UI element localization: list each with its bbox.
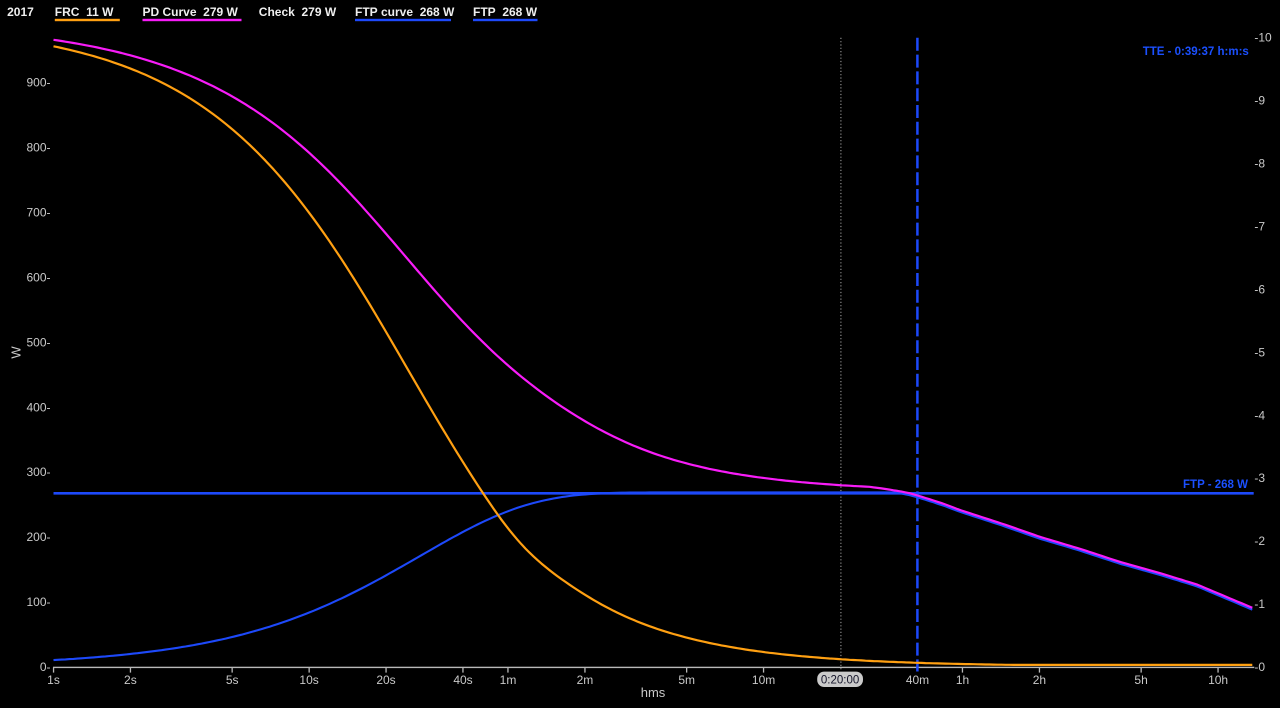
- svg-text:0-: 0-: [40, 660, 51, 674]
- svg-text:5m: 5m: [678, 673, 695, 687]
- svg-text:FTP 268 W: FTP 268 W: [473, 5, 538, 19]
- svg-text:FRC 11 W: FRC 11 W: [55, 5, 114, 19]
- svg-text:700-: 700-: [26, 206, 50, 220]
- svg-text:Check 279 W: Check 279 W: [259, 5, 337, 19]
- svg-text:2h: 2h: [1033, 673, 1046, 687]
- svg-text:-3: -3: [1254, 471, 1265, 485]
- svg-text:600-: 600-: [26, 270, 50, 284]
- svg-text:900-: 900-: [26, 76, 50, 90]
- svg-text:-6: -6: [1254, 282, 1265, 296]
- svg-text:-9: -9: [1254, 94, 1265, 108]
- svg-text:PD Curve 279 W: PD Curve 279 W: [143, 5, 239, 19]
- svg-text:-1: -1: [1254, 597, 1265, 611]
- svg-text:300-: 300-: [26, 465, 50, 479]
- svg-text:FTP curve 268 W: FTP curve 268 W: [355, 5, 455, 19]
- svg-text:1s: 1s: [47, 673, 60, 687]
- svg-text:500-: 500-: [26, 335, 50, 349]
- svg-text:1m: 1m: [500, 673, 517, 687]
- svg-text:W: W: [9, 346, 24, 359]
- svg-text:-0: -0: [1254, 660, 1265, 674]
- svg-text:10m: 10m: [752, 673, 775, 687]
- svg-text:-7: -7: [1254, 220, 1265, 234]
- svg-text:TTE - 0:39:37 h:m:s: TTE - 0:39:37 h:m:s: [1143, 46, 1249, 58]
- svg-text:400-: 400-: [26, 400, 50, 414]
- svg-text:-10: -10: [1254, 31, 1272, 45]
- svg-text:10h: 10h: [1208, 673, 1228, 687]
- svg-text:2s: 2s: [124, 673, 137, 687]
- svg-text:-2: -2: [1254, 534, 1265, 548]
- svg-text:-5: -5: [1254, 345, 1265, 359]
- svg-text:1h: 1h: [956, 673, 969, 687]
- svg-text:20s: 20s: [376, 673, 395, 687]
- svg-text:5s: 5s: [226, 673, 239, 687]
- svg-text:0:20:00: 0:20:00: [821, 675, 859, 687]
- svg-text:200-: 200-: [26, 530, 50, 544]
- svg-text:5h: 5h: [1134, 673, 1147, 687]
- svg-text:-4: -4: [1254, 408, 1265, 422]
- svg-text:hms: hms: [641, 685, 666, 700]
- svg-text:100-: 100-: [26, 595, 50, 609]
- svg-text:FTP - 268 W: FTP - 268 W: [1183, 479, 1248, 491]
- svg-text:2017: 2017: [7, 5, 34, 19]
- svg-text:40m: 40m: [906, 673, 929, 687]
- svg-text:2m: 2m: [577, 673, 594, 687]
- svg-text:10s: 10s: [299, 673, 318, 687]
- svg-text:800-: 800-: [26, 141, 50, 155]
- svg-text:40s: 40s: [453, 673, 472, 687]
- svg-text:-8: -8: [1254, 157, 1265, 171]
